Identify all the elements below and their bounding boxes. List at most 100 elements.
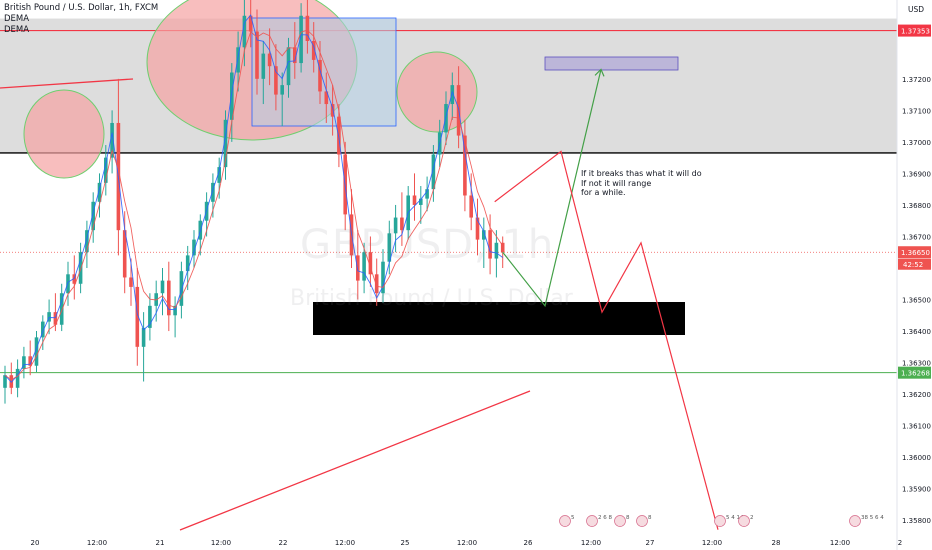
candle[interactable] <box>34 331 39 373</box>
economic-event-marker[interactable]: 38 5 6 4 <box>849 515 885 527</box>
candle-body <box>47 312 51 322</box>
projection-breakout-path[interactable] <box>502 69 602 308</box>
candle[interactable] <box>223 110 228 180</box>
candle[interactable] <box>469 173 473 231</box>
candle[interactable] <box>85 220 89 268</box>
trend-line-upper[interactable] <box>0 78 134 89</box>
candle[interactable] <box>230 63 234 142</box>
candle[interactable] <box>173 296 177 338</box>
price-tag-support[interactable] <box>898 366 931 379</box>
annotation-note[interactable]: If it breaks thas what it will do If not… <box>581 169 702 197</box>
candle[interactable] <box>450 72 455 120</box>
candle-body <box>469 195 473 218</box>
candle[interactable] <box>463 119 467 212</box>
indicator-dema-1[interactable]: DEMA <box>4 14 30 24</box>
candle[interactable] <box>66 261 70 306</box>
candle-body <box>242 15 247 48</box>
candle[interactable] <box>22 346 26 379</box>
candle[interactable] <box>400 192 404 246</box>
candle[interactable] <box>122 211 127 294</box>
candle[interactable] <box>104 145 108 196</box>
candle[interactable] <box>488 214 492 275</box>
candle-body <box>494 242 499 259</box>
candle[interactable] <box>47 299 51 335</box>
trend-line-lower[interactable] <box>179 390 531 531</box>
event-flag-icon <box>559 515 571 527</box>
economic-event-marker[interactable]: 5 4 14 <box>714 515 744 527</box>
price-tick-label: 1.36800 <box>902 202 931 210</box>
candle[interactable] <box>110 110 114 174</box>
candle-body <box>393 217 398 234</box>
candle[interactable] <box>387 220 392 275</box>
candle[interactable] <box>482 217 486 268</box>
highlight-rectangle[interactable] <box>251 17 397 127</box>
candle[interactable] <box>412 173 417 221</box>
time-tick-label: 12:00 <box>211 539 231 547</box>
candle[interactable] <box>167 261 171 332</box>
candle-body <box>248 15 253 32</box>
candle[interactable] <box>160 268 165 316</box>
highlight-circle[interactable] <box>23 89 105 179</box>
target-box[interactable] <box>544 56 679 71</box>
candle[interactable] <box>362 242 366 294</box>
candle[interactable] <box>305 0 310 54</box>
candle[interactable] <box>293 22 297 79</box>
candle[interactable] <box>15 359 20 398</box>
candle-body <box>368 252 373 275</box>
candle-body <box>66 274 70 294</box>
economic-event-marker[interactable]: 8 <box>636 515 653 527</box>
candle[interactable] <box>324 72 329 123</box>
candle[interactable] <box>494 230 499 278</box>
economic-event-marker[interactable]: 8 <box>614 515 631 527</box>
candle-body <box>59 293 64 325</box>
candle[interactable] <box>3 365 7 404</box>
economic-event-marker[interactable]: 5 <box>559 515 576 527</box>
candle[interactable] <box>59 283 64 332</box>
candle[interactable] <box>274 44 278 111</box>
symbol-title[interactable]: British Pound / U.S. Dollar, 1h, FXCM <box>4 3 159 13</box>
time-axis[interactable]: 20 12:00 21 12:00 22 12:00 25 12:00 26 12:00 27 12:… <box>31 515 903 547</box>
candle[interactable] <box>419 186 423 224</box>
candle-body <box>72 274 77 284</box>
price-tag-current[interactable] <box>898 246 931 259</box>
candle[interactable] <box>261 40 266 105</box>
candle[interactable] <box>368 236 373 287</box>
candle[interactable] <box>9 362 14 395</box>
candle[interactable] <box>28 340 32 376</box>
indicator-dema-2[interactable]: DEMA <box>4 25 30 35</box>
candle[interactable] <box>242 0 247 67</box>
candle[interactable] <box>255 9 259 95</box>
candle[interactable] <box>148 293 152 341</box>
price-tick-label: 1.36200 <box>902 391 931 399</box>
event-flag-icon <box>714 515 726 527</box>
candle[interactable] <box>97 173 102 218</box>
price-axis[interactable]: 1.37353 1.37200 1.37100 1.37000 1.36900 1.368… <box>896 0 932 550</box>
candle[interactable] <box>393 204 398 253</box>
time-tick-label: 25 <box>401 539 410 547</box>
candle[interactable] <box>91 192 95 243</box>
economic-event-marker[interactable]: 2 6 8 <box>586 515 613 527</box>
price-tick-label: 1.37200 <box>902 76 931 84</box>
candle[interactable] <box>248 0 253 48</box>
candle[interactable] <box>330 85 335 136</box>
candle[interactable] <box>236 31 240 92</box>
candle[interactable] <box>280 72 284 127</box>
candle[interactable] <box>475 198 480 256</box>
candle[interactable] <box>135 268 140 366</box>
projection-range-path[interactable] <box>494 150 719 530</box>
candle[interactable] <box>425 176 429 212</box>
candle[interactable] <box>356 230 360 300</box>
economic-event-marker[interactable]: 2 <box>738 515 754 527</box>
candle[interactable] <box>78 242 83 294</box>
candle[interactable] <box>192 230 196 268</box>
candle-body <box>179 271 184 306</box>
candle[interactable] <box>299 3 303 73</box>
price-tag-resistance[interactable] <box>898 24 931 37</box>
candle[interactable] <box>381 249 385 303</box>
candle[interactable] <box>141 312 146 382</box>
candle[interactable] <box>267 28 272 86</box>
demand-zone[interactable] <box>313 302 685 335</box>
time-tick-label: 22 <box>279 539 288 547</box>
candle[interactable] <box>431 145 436 202</box>
